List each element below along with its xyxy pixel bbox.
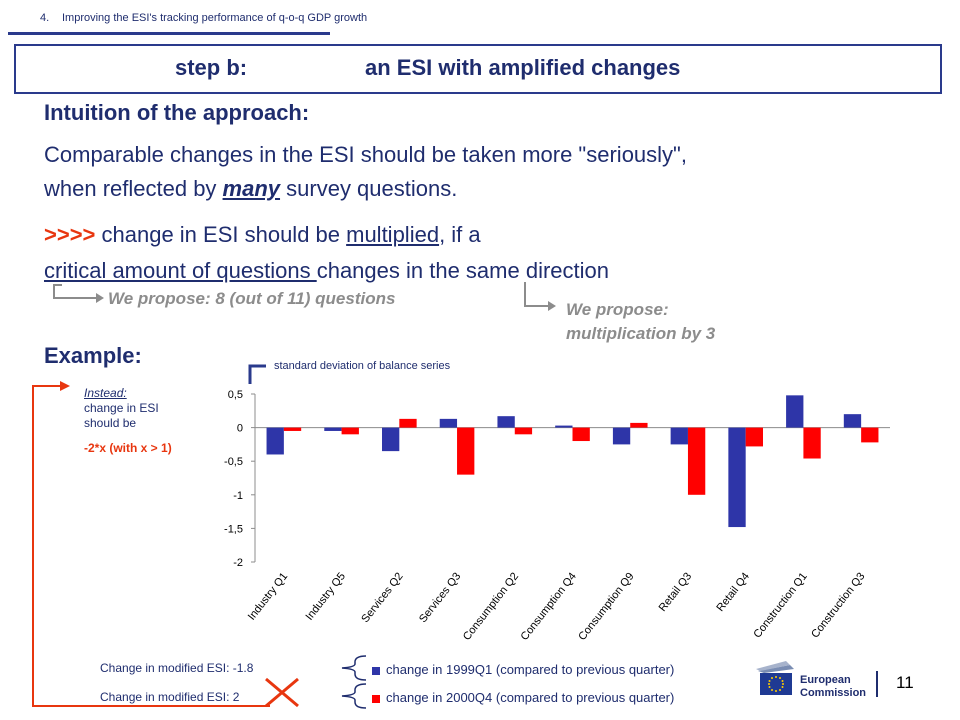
y-tick-label: -1,5 [224, 523, 243, 535]
cross-mark-icon [265, 677, 299, 708]
bar-2000q4 [514, 427, 533, 435]
bar-1999q1 [555, 425, 573, 428]
legend-brace-1 [341, 655, 367, 681]
logo-line-1: European [800, 674, 851, 686]
logo-line-2: Commission [800, 687, 867, 699]
section-title: Improving the ESI's tracking performance… [62, 12, 368, 24]
bar-1999q1 [670, 427, 688, 445]
bar-1999q1 [786, 395, 804, 428]
proposal-multiplication-line2: multiplication by 3 [566, 324, 716, 343]
modified-esi-1: Change in modified ESI: -1.8 [100, 661, 254, 675]
bar-2000q4 [572, 427, 590, 442]
bar-1999q1 [382, 427, 400, 452]
legend-item-1999q1: change in 1999Q1 (compared to previous q… [372, 662, 674, 677]
y-tick-label: 0 [237, 423, 243, 435]
body-line-4-underlined: critical amount of questions [44, 258, 317, 283]
legend-swatch-2 [372, 694, 380, 703]
bar-1999q1 [439, 418, 458, 428]
step-title-box [14, 44, 942, 94]
bar-2000q4 [283, 427, 302, 431]
arrows-marker: >>>> [44, 222, 96, 247]
body-line-3: >>>> change in ESI should be multiplied,… [44, 222, 481, 248]
proposal-connector-2 [524, 282, 548, 307]
stdev-bracket [248, 364, 266, 384]
intuition-heading: Intuition of the approach: [44, 100, 310, 125]
bar-2000q4 [457, 427, 475, 475]
proposal-arrowhead-2 [548, 301, 556, 311]
bar-2000q4 [861, 427, 879, 443]
bar-1999q1 [266, 427, 284, 455]
modified-esi-2: Change in modified ESI: 2 [100, 690, 240, 704]
y-tick-label: 0,5 [228, 389, 243, 401]
european-commission-logo [756, 661, 878, 697]
body-line-2-pre: when reflected by [44, 176, 223, 201]
instead-formula: -2*x (with x > 1) [84, 441, 172, 455]
y-tick-label: -1 [233, 490, 243, 502]
legend-label-2: change in 2000Q4 (compared to previous q… [386, 690, 675, 705]
legend-brace-2 [341, 683, 367, 709]
body-line-2-post: survey questions. [280, 176, 458, 201]
proposal-multiplication-line1: We propose: [566, 300, 669, 319]
bar-2000q4 [341, 427, 359, 435]
bar-1999q1 [324, 427, 342, 431]
stdev-note: standard deviation of balance series [274, 360, 451, 372]
bar-1999q1 [728, 427, 746, 528]
legend-item-2000q4: change in 2000Q4 (compared to previous q… [372, 690, 674, 705]
instead-title: Instead: [84, 386, 127, 400]
bar-1999q1 [843, 414, 862, 428]
bar-2000q4 [687, 427, 706, 495]
instead-line-2: change in ESI [84, 401, 159, 415]
header-divider [8, 32, 330, 35]
body-line-3-b: , if a [439, 222, 481, 247]
section-number: 4. [40, 12, 50, 24]
proposal-connector-1 [53, 284, 96, 299]
body-line-2-emphasis: many [222, 176, 281, 201]
bar-1999q1 [612, 427, 631, 445]
example-heading: Example: [44, 343, 142, 368]
page-number: 11 [896, 673, 914, 692]
bar-1999q1 [497, 416, 515, 428]
bar-2000q4 [399, 418, 417, 428]
step-label: step b: [175, 55, 248, 80]
bar-2000q4 [745, 427, 763, 447]
legend-swatch-1 [372, 666, 380, 675]
body-line-1: Comparable changes in the ESI should be … [44, 142, 687, 167]
bar-2000q4 [630, 422, 648, 428]
bar-2000q4 [803, 427, 821, 459]
proposal-questions: We propose: 8 (out of 11) questions [108, 289, 396, 308]
y-tick-label: -0,5 [224, 456, 243, 468]
body-line-4-b: changes in the same direction [316, 258, 609, 283]
feedback-arrowhead [60, 381, 70, 391]
body-line-3-a: change in ESI should be [95, 222, 347, 247]
step-title: an ESI with amplified changes [365, 55, 681, 80]
proposal-arrowhead-1 [96, 293, 104, 303]
body-line-3-underlined: multiplied [346, 222, 440, 247]
body-line-4: critical amount of questions changes in … [44, 258, 609, 284]
y-tick-label: -2 [233, 557, 243, 569]
legend-label-1: change in 1999Q1 (compared to previous q… [386, 662, 675, 677]
feedback-loop-arrow [32, 385, 270, 707]
instead-line-3: should be [84, 416, 137, 430]
body-line-2: when reflected by many survey questions. [44, 176, 457, 202]
